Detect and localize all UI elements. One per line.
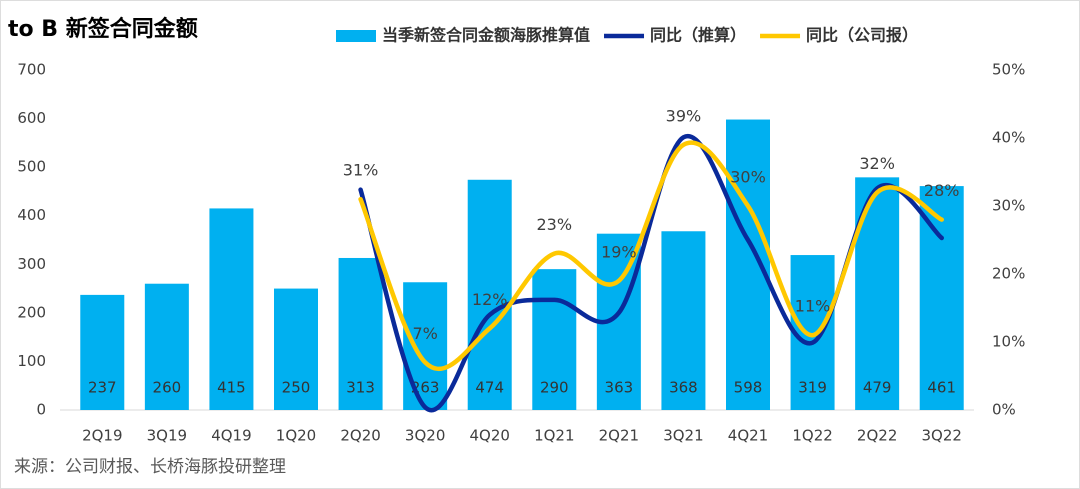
legend-label: 当季新签合同金额海豚推算值: [382, 26, 590, 45]
x-tick-label: 3Q21: [663, 427, 703, 445]
legend-label: 同比（公司报）: [806, 26, 918, 45]
bar-label: 363: [605, 379, 634, 397]
line-label: 30%: [730, 168, 766, 187]
line-label: 12%: [472, 290, 508, 309]
bar: [144, 283, 189, 410]
bar-label: 479: [863, 379, 892, 397]
bar-label: 290: [540, 379, 569, 397]
y-tick-label: 300: [17, 255, 46, 273]
bar-label: 415: [217, 379, 246, 397]
x-tick-label: 4Q21: [728, 427, 768, 445]
line: [358, 140, 944, 372]
source: 来源：公司财报、长桥海豚投研整理: [14, 457, 286, 477]
line-label: 39%: [666, 106, 702, 125]
bar: [467, 179, 512, 410]
chart-title: to B 新签合同金额: [8, 16, 198, 42]
x-tick-label: 1Q20: [276, 427, 316, 445]
y2-tick-label: 0%: [992, 401, 1016, 419]
x-tick-label: 3Q20: [405, 427, 445, 445]
bar-label: 461: [927, 379, 956, 397]
bar: [661, 231, 706, 410]
legend-label: 同比（推算）: [650, 26, 746, 45]
bar: [338, 257, 383, 410]
y2-tick-label: 50%: [992, 61, 1025, 79]
bar: [726, 119, 770, 411]
x-tick-label: 3Q22: [921, 427, 961, 445]
bar: [403, 282, 448, 410]
y-tick-label: 200: [17, 303, 46, 321]
bar-label: 237: [88, 379, 117, 397]
line-label: 31%: [343, 161, 379, 180]
line-label: 11%: [795, 297, 831, 316]
y2-tick-label: 10%: [992, 333, 1025, 351]
bar: [80, 294, 125, 410]
y-tick-label: 500: [17, 158, 46, 176]
x-tick-label: 1Q21: [534, 427, 574, 445]
bar-label: 313: [346, 379, 375, 397]
bar-label: 368: [669, 379, 698, 397]
line-label: 23%: [537, 215, 573, 234]
x-tick-label: 4Q20: [469, 427, 509, 445]
y-tick-label: 100: [17, 352, 46, 370]
y-tick-label: 400: [17, 206, 46, 224]
bar-label: 598: [734, 379, 763, 397]
x-tick-label: 2Q19: [82, 427, 122, 445]
line-label: 28%: [924, 181, 960, 200]
x-tick-label: 2Q22: [857, 427, 897, 445]
line-label: 19%: [601, 242, 637, 261]
y-tick-label: 600: [17, 109, 46, 127]
y2-tick-label: 20%: [992, 265, 1025, 283]
x-tick-label: 4Q19: [211, 427, 251, 445]
bar: [209, 208, 254, 410]
y2-tick-label: 30%: [992, 197, 1025, 215]
bar-label: 250: [282, 379, 311, 397]
bar: [532, 269, 577, 410]
y2-tick-label: 40%: [992, 129, 1025, 147]
legend-swatch: [336, 30, 376, 42]
bar-label: 260: [153, 379, 182, 397]
x-tick-label: 2Q21: [599, 427, 639, 445]
x-tick-label: 3Q19: [147, 427, 187, 445]
bar: [790, 255, 835, 410]
bar-label: 319: [798, 379, 827, 397]
x-tick-label: 2Q20: [340, 427, 380, 445]
bar: [274, 288, 318, 410]
line-label: 32%: [859, 154, 895, 173]
bar-label: 474: [475, 379, 504, 397]
line-label: 7%: [412, 324, 437, 343]
x-tick-label: 1Q22: [792, 427, 832, 445]
y-tick-label: 0: [36, 401, 46, 419]
y-tick-label: 700: [17, 61, 46, 79]
